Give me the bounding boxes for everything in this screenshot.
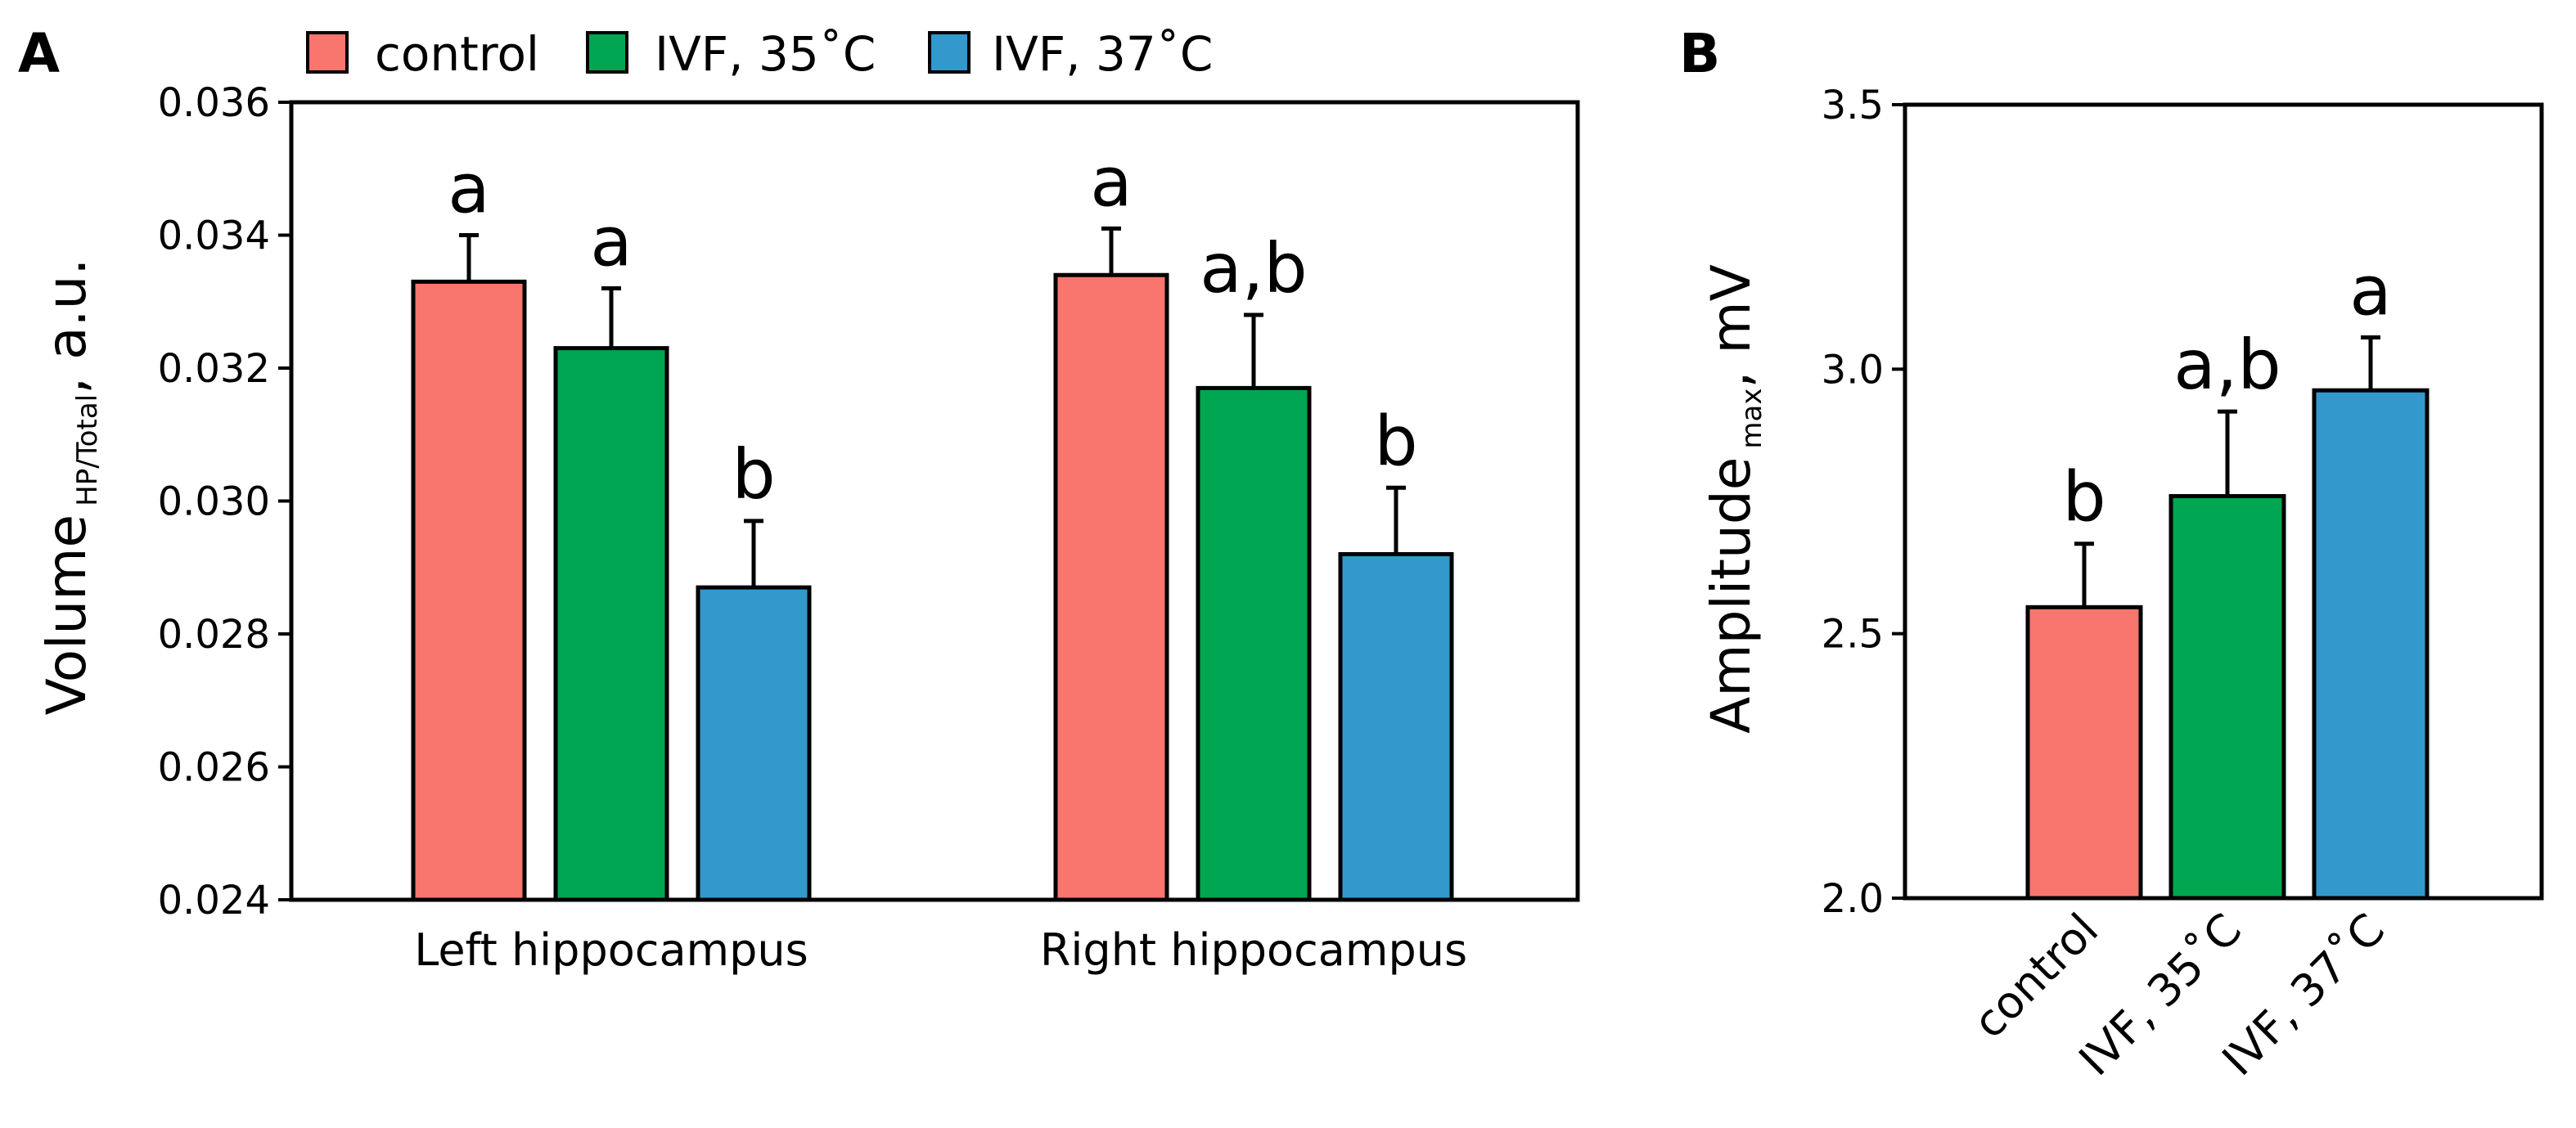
bar-b-ivf-37-c	[2312, 388, 2430, 901]
y-tick-label-a: 0.030	[158, 479, 270, 525]
panel-a-letter: A	[18, 22, 60, 85]
bar-left-hippocampus-ivf-35-c	[553, 346, 669, 902]
significance-label-right-hippocampus-ivf-35-c: a,b	[1200, 228, 1308, 308]
y-tick-label-a: 0.026	[158, 745, 270, 791]
legend-swatch-ivf-35	[586, 31, 628, 74]
significance-label-b-ivf-35-c: a,b	[2173, 325, 2281, 405]
significance-label-b-control: b	[2062, 457, 2105, 537]
y-axis-label-b: Amplitude max, mV	[1700, 264, 1768, 734]
legend-swatch-ivf-37	[928, 31, 971, 74]
significance-label-left-hippocampus-ivf-37-c: b	[732, 434, 775, 515]
x-category-label-a: Right hippocampus	[1040, 924, 1467, 976]
bar-right-hippocampus-ivf-35-c	[1196, 385, 1312, 902]
significance-label-right-hippocampus-ivf-37-c: b	[1374, 401, 1417, 481]
bar-right-hippocampus-ivf-37-c	[1338, 552, 1454, 902]
bar-b-control	[2025, 604, 2143, 901]
y-tick-label-b: 3.5	[1822, 83, 1884, 128]
y-axis-label-b-tail: , mV	[1700, 264, 1763, 388]
panel-b-letter: B	[1679, 22, 1720, 85]
y-axis-label-a-tail: , a.u.	[35, 258, 98, 394]
significance-label-left-hippocampus-ivf-35-c: a	[590, 202, 632, 282]
bar-right-hippocampus-control	[1053, 272, 1169, 902]
y-tick-label-a: 0.024	[158, 878, 270, 924]
x-category-label-a: Left hippocampus	[414, 924, 808, 976]
significance-label-right-hippocampus-control: a	[1090, 142, 1132, 222]
bar-left-hippocampus-ivf-37-c	[696, 585, 812, 902]
plot-frame-a	[289, 100, 1580, 902]
y-axis-label-b-sub: max	[1736, 389, 1768, 449]
panel-a: A control IVF, 35˚C IVF, 37˚C Volume HP/T…	[18, 22, 1580, 976]
bar-b-ivf-35-c	[2168, 494, 2286, 901]
legend-label-control: control	[375, 26, 539, 82]
y-tick-label-a: 0.028	[158, 612, 270, 658]
bar-left-hippocampus-control	[411, 279, 527, 902]
y-tick-label-b: 2.5	[1822, 612, 1884, 658]
legend-label-ivf-35: IVF, 35˚C	[655, 26, 876, 82]
legend-label-ivf-37: IVF, 37˚C	[992, 26, 1213, 82]
y-axis-label-a: Volume HP/Total, a.u.	[35, 258, 104, 716]
y-tick-label-b: 3.0	[1822, 347, 1884, 393]
y-axis-label-a-main: Volume	[35, 515, 98, 715]
y-axis-label-b-main: Amplitude	[1700, 457, 1763, 734]
plot-frame-b	[1903, 102, 2544, 901]
significance-label-b-ivf-37-c: a	[2349, 251, 2391, 331]
legend-swatch-control	[306, 31, 349, 74]
y-tick-label-a: 0.032	[158, 346, 270, 392]
y-tick-label-a: 0.036	[158, 80, 270, 126]
significance-label-left-hippocampus-control: a	[448, 149, 489, 229]
y-tick-label-b: 2.0	[1822, 876, 1884, 922]
y-tick-label-a: 0.034	[158, 213, 270, 259]
y-axis-label-a-sub: HP/Total	[71, 394, 104, 506]
panel-b: B Amplitudemax, mV 2.02.53.03.5 ba,ba co…	[1679, 22, 2544, 1085]
legend: control IVF, 35˚C IVF, 37˚C	[306, 26, 1213, 82]
